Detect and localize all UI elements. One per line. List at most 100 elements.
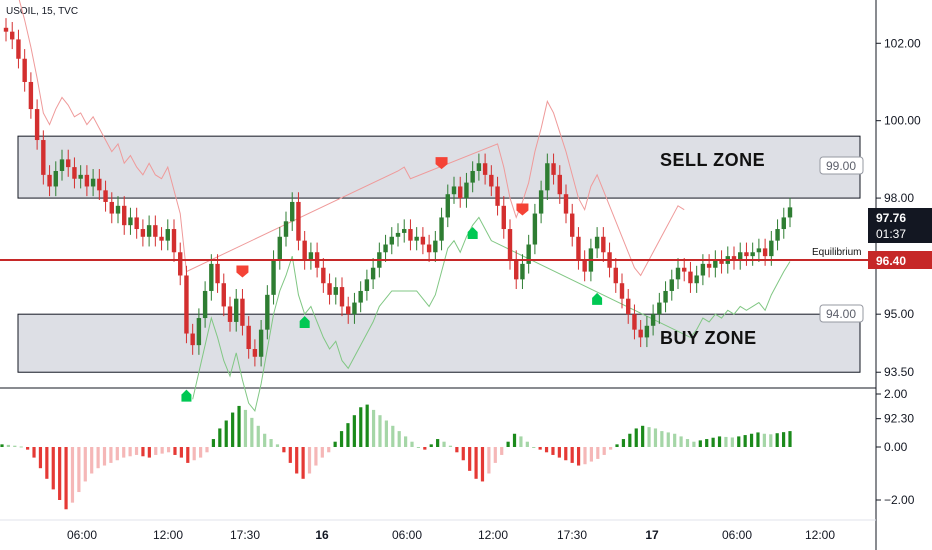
time-axis-ticks: 06:00 12:00 17:30 16 06:00 12:00 17:30 17 06:00 1… bbox=[67, 528, 835, 542]
osc-bar bbox=[13, 445, 17, 447]
osc-bar bbox=[102, 447, 107, 466]
osc-bar bbox=[660, 431, 664, 447]
osc-bar bbox=[756, 432, 760, 447]
candle-body bbox=[495, 186, 500, 206]
osc-bar bbox=[615, 444, 619, 447]
osc-bar bbox=[442, 441, 446, 447]
candle-body bbox=[613, 267, 618, 284]
sell-signal-marker[interactable] bbox=[435, 157, 448, 170]
osc-bar bbox=[743, 435, 747, 447]
osc-bar bbox=[122, 447, 126, 458]
equilibrium-price-tag[interactable]: 96.40 bbox=[868, 251, 932, 269]
osc-bar bbox=[480, 447, 485, 482]
osc-bar bbox=[307, 447, 312, 474]
candle-body bbox=[520, 263, 525, 280]
candle-body bbox=[171, 229, 177, 253]
candle-body bbox=[657, 302, 662, 315]
sell-signal-marker[interactable] bbox=[516, 203, 529, 216]
candle-body bbox=[72, 167, 77, 179]
osc-bar bbox=[327, 447, 331, 453]
osc-bar bbox=[717, 436, 722, 447]
osc-bar bbox=[365, 404, 369, 447]
candle-body bbox=[34, 109, 40, 141]
osc-bar bbox=[83, 447, 87, 482]
osc-bar bbox=[525, 441, 529, 447]
osc-bar bbox=[512, 433, 517, 447]
candle-body bbox=[389, 236, 394, 245]
candle-body bbox=[277, 236, 282, 260]
osc-bar bbox=[288, 447, 292, 463]
candle-body bbox=[694, 275, 699, 284]
candle-body bbox=[482, 163, 488, 175]
osc-bar bbox=[455, 447, 459, 453]
osc-bar bbox=[205, 447, 209, 453]
buy-signal-marker[interactable] bbox=[181, 389, 192, 402]
osc-bar bbox=[154, 447, 158, 455]
signals-layer bbox=[181, 157, 603, 402]
osc-tick-label: 2.00 bbox=[884, 387, 908, 401]
osc-bar bbox=[519, 436, 523, 447]
candle-body bbox=[688, 271, 693, 284]
buy-callout-text: 94.00 bbox=[826, 307, 856, 321]
candle-body bbox=[489, 174, 494, 187]
last-price-tag[interactable]: 97.76 01:37 bbox=[868, 208, 932, 243]
osc-bar bbox=[474, 447, 478, 479]
buy-signal-marker[interactable] bbox=[299, 316, 310, 329]
candle-body bbox=[451, 186, 457, 195]
trend-band-line bbox=[18, 0, 685, 277]
osc-bar bbox=[179, 447, 183, 458]
osc-bar bbox=[384, 420, 388, 447]
osc-bar bbox=[698, 440, 702, 447]
osc-bar bbox=[160, 447, 164, 454]
time-tick-label: 06:00 bbox=[392, 528, 422, 542]
osc-bar bbox=[115, 447, 119, 461]
osc-bar bbox=[576, 447, 581, 466]
osc-bar bbox=[243, 409, 248, 447]
candle-body bbox=[545, 163, 550, 191]
osc-tick-label: 0.00 bbox=[884, 440, 908, 454]
osc-bar bbox=[186, 447, 190, 463]
osc-bar bbox=[90, 447, 94, 474]
osc-bar bbox=[263, 433, 267, 447]
time-tick-label: 17:30 bbox=[557, 528, 587, 542]
osc-bar bbox=[166, 447, 171, 453]
osc-bar bbox=[301, 447, 305, 479]
osc-bar bbox=[359, 407, 363, 447]
candle-body bbox=[781, 217, 786, 230]
osc-bar bbox=[705, 439, 709, 447]
candle-body bbox=[570, 213, 575, 237]
osc-bar bbox=[173, 447, 177, 455]
candle-body bbox=[28, 81, 34, 110]
candle-body bbox=[787, 207, 793, 218]
candle-body bbox=[563, 194, 569, 214]
osc-bar bbox=[487, 447, 491, 474]
candle-body bbox=[246, 325, 251, 350]
candle-body bbox=[414, 236, 419, 241]
osc-bar bbox=[583, 447, 587, 465]
osc-bar bbox=[26, 447, 30, 450]
sell-signal-marker[interactable] bbox=[236, 265, 249, 278]
osc-bar bbox=[192, 447, 196, 461]
candle-body bbox=[738, 252, 743, 260]
osc-bar bbox=[199, 447, 203, 458]
candle-body bbox=[202, 290, 208, 319]
candle-body bbox=[663, 290, 668, 303]
buy-signal-marker[interactable] bbox=[467, 227, 478, 240]
candle-body bbox=[327, 283, 332, 295]
candle-body bbox=[115, 205, 121, 214]
osc-bar bbox=[544, 447, 549, 453]
candle-body bbox=[196, 318, 202, 346]
candle-body bbox=[445, 194, 450, 218]
osc-bar bbox=[141, 447, 145, 457]
buy-signal-marker[interactable] bbox=[592, 292, 603, 305]
candle-body bbox=[333, 287, 338, 295]
osc-bar bbox=[634, 428, 638, 447]
osc-bar bbox=[128, 447, 132, 457]
osc-bar bbox=[781, 432, 786, 447]
osc-bar bbox=[775, 433, 779, 447]
candle-body bbox=[675, 267, 681, 280]
time-tick-label: 12:00 bbox=[478, 528, 508, 542]
osc-bar bbox=[596, 447, 600, 459]
osc-bar bbox=[589, 447, 593, 462]
